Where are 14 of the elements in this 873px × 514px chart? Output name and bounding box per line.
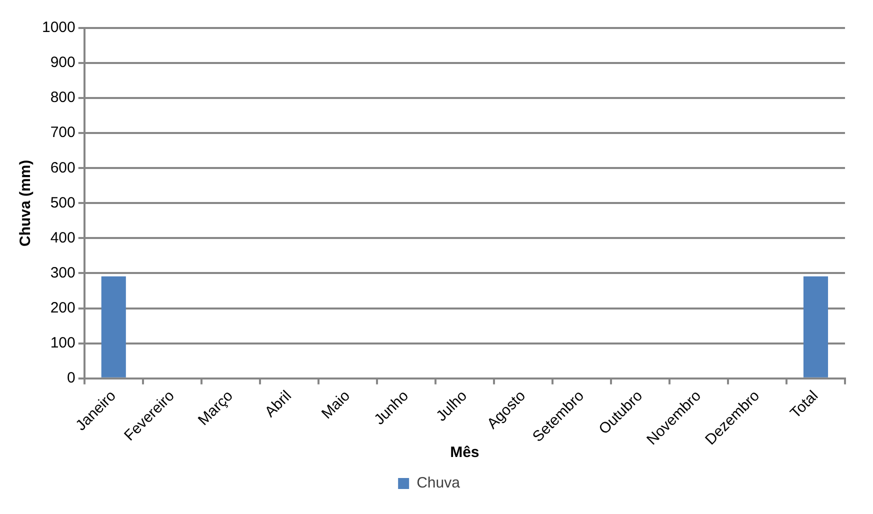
y-tick-label: 500	[50, 194, 76, 212]
y-tick-label: 100	[50, 334, 76, 352]
y-tick-label: 300	[50, 264, 76, 282]
legend-label: Chuva	[416, 474, 461, 492]
y-tick-label: 700	[50, 124, 76, 142]
y-tick-label: 600	[50, 159, 76, 176]
y-tick-label: 200	[50, 299, 76, 316]
y-tick-label: 1000	[42, 19, 76, 36]
y-tick-label: 0	[67, 369, 76, 386]
y-tick-label: 400	[50, 229, 76, 246]
y-tick-label: 900	[50, 54, 76, 72]
y-tick-label: 800	[50, 89, 76, 106]
x-axis-title: Mês	[450, 444, 480, 462]
y-axis-title: Chuva (mm)	[17, 160, 34, 247]
